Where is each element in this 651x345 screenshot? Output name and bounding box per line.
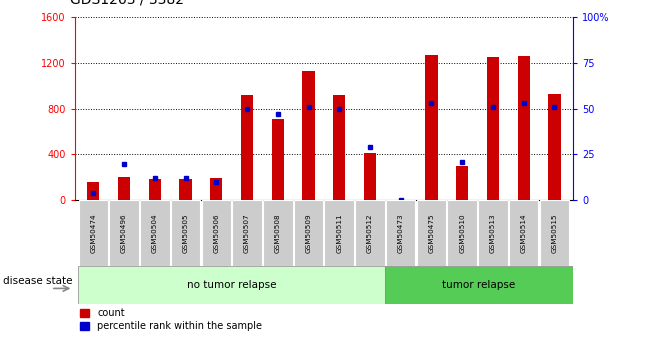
Bar — [364, 153, 376, 200]
Text: GSM50508: GSM50508 — [275, 213, 281, 253]
Bar — [79, 200, 108, 266]
Bar — [302, 71, 314, 200]
Bar — [263, 200, 292, 266]
Bar — [118, 177, 130, 200]
Bar — [425, 55, 437, 200]
Text: disease state: disease state — [3, 276, 73, 286]
Text: GSM50496: GSM50496 — [121, 213, 127, 253]
Bar — [148, 179, 161, 200]
Bar — [324, 200, 354, 266]
Text: GDS1263 / 3382: GDS1263 / 3382 — [70, 0, 184, 7]
Bar — [180, 179, 191, 200]
Bar — [355, 200, 385, 266]
Text: GSM50509: GSM50509 — [305, 213, 311, 253]
Text: GSM50512: GSM50512 — [367, 213, 373, 253]
Text: GSM50474: GSM50474 — [90, 213, 96, 253]
Text: GSM50513: GSM50513 — [490, 213, 496, 253]
Legend: count, percentile rank within the sample: count, percentile rank within the sample — [79, 308, 262, 332]
Bar — [386, 200, 415, 266]
Text: tumor relapse: tumor relapse — [443, 280, 516, 289]
Bar — [487, 57, 499, 200]
Text: GSM50515: GSM50515 — [551, 213, 557, 253]
Bar — [385, 266, 573, 304]
Bar — [509, 200, 538, 266]
Text: GSM50514: GSM50514 — [521, 213, 527, 253]
Text: GSM50505: GSM50505 — [182, 213, 189, 253]
Bar — [210, 178, 223, 200]
Bar — [202, 200, 231, 266]
Bar — [140, 200, 169, 266]
Text: GSM50475: GSM50475 — [428, 213, 434, 253]
Text: GSM50510: GSM50510 — [459, 213, 465, 253]
Bar — [456, 166, 468, 200]
Bar — [478, 200, 508, 266]
Bar — [518, 56, 530, 200]
Bar — [417, 200, 446, 266]
Text: GSM50504: GSM50504 — [152, 213, 158, 253]
Text: GSM50473: GSM50473 — [398, 213, 404, 253]
Bar — [333, 95, 346, 200]
Text: GSM50507: GSM50507 — [244, 213, 250, 253]
Bar — [87, 183, 100, 200]
Bar — [171, 200, 201, 266]
Bar — [271, 119, 284, 200]
Bar — [241, 95, 253, 200]
Bar — [109, 200, 139, 266]
Bar — [540, 200, 569, 266]
Bar — [548, 94, 561, 200]
Bar — [232, 200, 262, 266]
Bar — [447, 200, 477, 266]
Bar — [395, 199, 407, 200]
Text: no tumor relapse: no tumor relapse — [187, 280, 277, 289]
Bar — [78, 266, 385, 304]
Text: GSM50511: GSM50511 — [337, 213, 342, 253]
Bar — [294, 200, 324, 266]
Text: GSM50506: GSM50506 — [214, 213, 219, 253]
